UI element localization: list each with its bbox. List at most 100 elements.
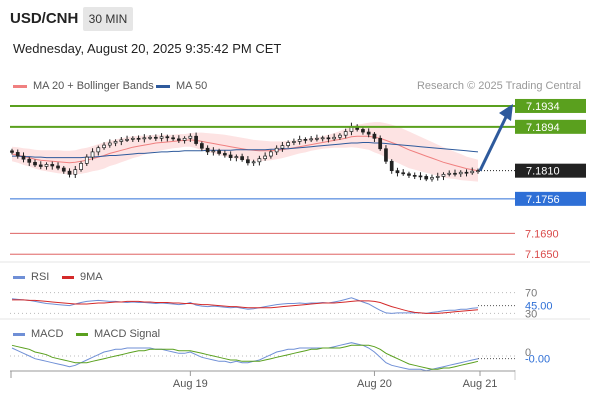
macd-current-label: -0.00 (525, 354, 550, 366)
candle-body (84, 156, 89, 164)
candle-body (303, 139, 308, 141)
candle-body (136, 137, 141, 140)
candle-body (424, 176, 429, 180)
candle-body (263, 155, 267, 160)
candle-body (292, 141, 296, 143)
ma20-swatch (13, 84, 27, 88)
candle-body (27, 158, 32, 163)
candle-body (234, 156, 239, 158)
time-axis-label: Aug 21 (463, 378, 498, 390)
candle-body (44, 164, 49, 167)
forecast-arrow-head (499, 103, 513, 121)
candle-body (10, 150, 14, 153)
time-axis-label: Aug 20 (357, 378, 392, 390)
candle-body (384, 148, 388, 162)
level-label-current: 7.1810 (526, 166, 560, 178)
candle-body (470, 170, 475, 174)
candle-body (274, 147, 279, 153)
ma50-line (12, 142, 479, 159)
candle-body (159, 136, 164, 139)
candle-body (194, 135, 198, 144)
candle-body (320, 137, 325, 140)
candle-body (464, 171, 469, 174)
level-label-support: 7.1756 (526, 194, 560, 206)
candle-body (412, 175, 417, 177)
level-label-resistance: 7.1934 (526, 101, 560, 113)
macd-line (11, 342, 479, 372)
candle-body (441, 173, 446, 177)
candle-body (176, 138, 181, 141)
legend-ma20: MA 20 + Bollinger Bands (13, 80, 154, 92)
level-label-resistance: 7.1894 (526, 122, 560, 134)
legend-macd: MACD (13, 328, 63, 340)
candle-body (188, 135, 193, 139)
candle-body (240, 156, 244, 161)
candle-body (246, 159, 250, 164)
candle-body (73, 169, 78, 175)
candle-body (309, 138, 314, 141)
level-label-target: 7.1690 (525, 228, 559, 240)
candle-body (269, 151, 273, 157)
candle-body (50, 164, 55, 167)
candle-body (286, 142, 290, 146)
candle-body (366, 131, 371, 135)
candle-body (435, 176, 440, 178)
candle-body (430, 177, 434, 180)
candle-body (418, 175, 423, 178)
candle-body (148, 136, 152, 139)
legend-ma50: MA 50 (156, 80, 207, 92)
candle-body (447, 172, 452, 175)
rsi-swatch (13, 275, 25, 279)
candle-body (343, 131, 348, 136)
legend-ma50-label: MA 50 (176, 80, 208, 92)
legend-macd-signal-label: MACD Signal (94, 328, 161, 340)
candle-body (401, 172, 406, 175)
candle-body (79, 163, 83, 170)
rsi-line (11, 297, 479, 314)
interval-badge[interactable]: 30 MIN (83, 7, 133, 31)
level-label-box (515, 163, 586, 178)
candle-body (119, 139, 124, 142)
candle-body (315, 137, 319, 140)
level-label-box (515, 98, 586, 113)
candle-body (326, 137, 331, 140)
rsi-ma-line (12, 299, 479, 314)
ma50-swatch (156, 84, 170, 88)
level-label-target: 7.1650 (525, 249, 559, 261)
rsi-ma-swatch (62, 275, 74, 279)
candle-body (102, 144, 106, 149)
macd-signal-line (11, 344, 479, 370)
candle-body (332, 136, 337, 140)
candle-body (125, 139, 129, 141)
candle-body (33, 161, 37, 166)
candle-body (280, 145, 285, 149)
candle-body (107, 142, 112, 146)
candle-body (453, 172, 457, 175)
candle-body (395, 170, 400, 174)
candle-body (130, 137, 135, 140)
candle-body (165, 136, 170, 139)
legend-rsi-ma: 9MA (62, 271, 103, 283)
candle-body (142, 137, 147, 140)
legend-rsi: RSI (13, 271, 49, 283)
candle-body (228, 154, 233, 158)
legend-rsi-label: RSI (31, 271, 50, 283)
legend-ma20-label: MA 20 + Bollinger Bands (33, 80, 154, 92)
candle-body (171, 137, 175, 140)
candle-body (407, 173, 411, 176)
candle-body (338, 134, 342, 138)
macd-signal-swatch (76, 332, 88, 336)
candle-body (96, 147, 101, 153)
time-axis-label: Aug 19 (173, 378, 208, 390)
rsi-level-label: 30 (525, 308, 537, 320)
candle-body (257, 158, 262, 163)
forecast-arrow (478, 116, 508, 172)
level-label-box (515, 119, 586, 134)
level-label-box (515, 191, 586, 206)
candle-body (211, 150, 216, 153)
rsi-current-label: 45.00 (525, 301, 553, 313)
candle-body (38, 164, 43, 167)
candle-body (389, 160, 394, 172)
macd-zero-label: 0 (525, 347, 531, 359)
